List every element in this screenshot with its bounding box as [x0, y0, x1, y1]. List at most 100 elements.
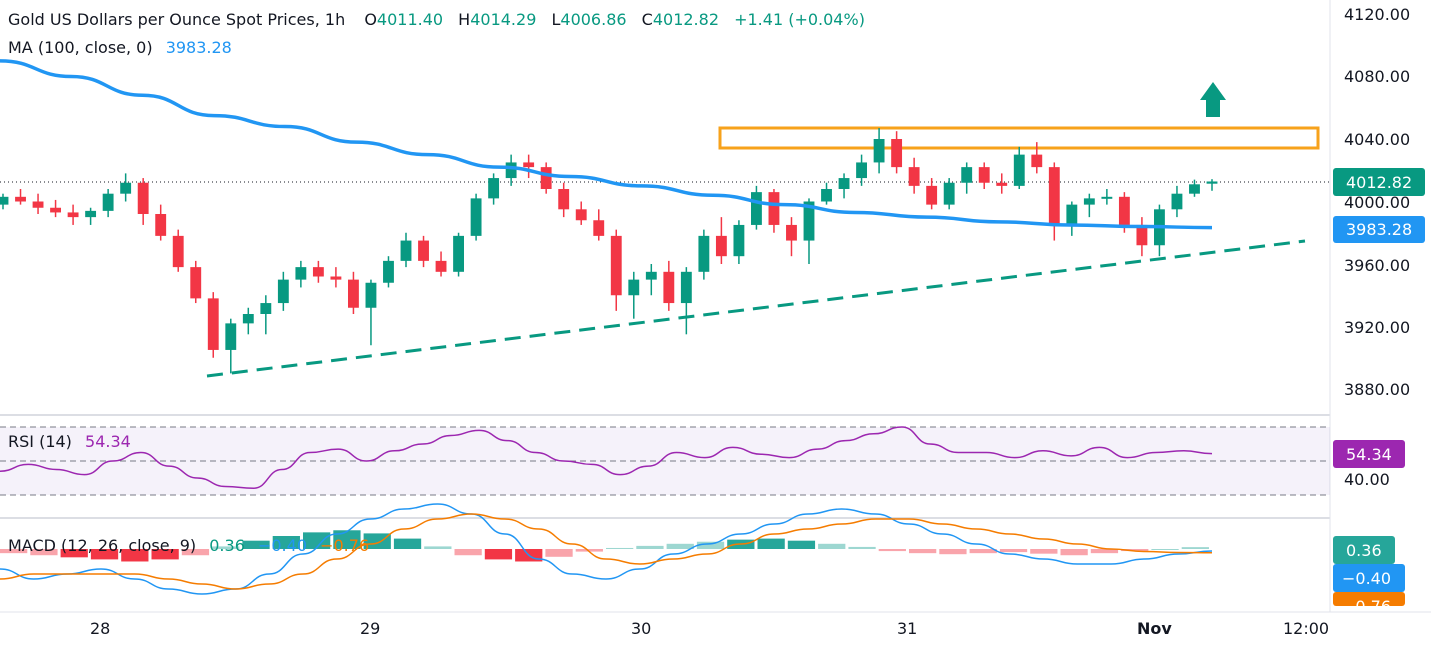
macd-legend-v3: −0.76 [320, 536, 370, 555]
close-label: C [641, 10, 653, 29]
macd-legend-v1: 0.36 [209, 536, 245, 555]
candle-body [1171, 193, 1183, 210]
macd-histogram-bar [393, 538, 422, 549]
candle-body [786, 224, 797, 241]
change-value: +1.41 (+0.04%) [734, 10, 865, 29]
macd-histogram-bar [1181, 547, 1209, 549]
x-tick-label: 12:00 [1283, 619, 1329, 638]
macd-line-badge-text: −0.40 [1342, 569, 1391, 588]
macd-histogram-bar [606, 547, 634, 549]
y-tick-label: 4040.00 [1344, 130, 1410, 149]
macd-histogram-bar [1030, 549, 1058, 554]
rsi-badge-text: 54.34 [1346, 445, 1392, 464]
candle-body [751, 192, 762, 225]
candle-body [943, 182, 955, 205]
candle-body [207, 298, 219, 350]
macd-legend[interactable]: MACD (12, 26, close, 9) 0.36 −0.40 −0.76 [8, 536, 369, 555]
candle-body [891, 139, 903, 168]
candle-body [768, 192, 780, 225]
macd-histogram-bar [696, 541, 725, 549]
candle-body [1066, 204, 1078, 225]
macd-histogram-bar [90, 549, 119, 560]
macd-histogram-bar [424, 546, 452, 549]
candle-body [225, 323, 237, 350]
macd-histogram-bar [666, 543, 694, 549]
candle-body [1101, 196, 1113, 199]
candle-body [348, 279, 359, 308]
candle-body [1118, 196, 1130, 225]
y-tick-label: 3880.00 [1344, 380, 1410, 399]
high-label: H [458, 10, 471, 29]
candle-body [593, 220, 605, 236]
candle-body [155, 214, 167, 236]
candle-body [50, 207, 61, 213]
candle-body [277, 279, 289, 304]
macd-histogram-bar [181, 549, 210, 556]
macd-histogram-bar [0, 549, 28, 554]
macd-histogram-bar [333, 530, 361, 549]
x-tick-label: 31 [897, 619, 917, 638]
macd-line-badge [1333, 564, 1405, 592]
close-value: 4012.82 [652, 10, 719, 29]
candle-body [856, 162, 867, 179]
candle-body [383, 260, 394, 283]
macd-histogram-bar [363, 533, 391, 549]
candle-body [453, 235, 464, 272]
rsi-tick-label: 40.00 [1344, 470, 1390, 489]
macd-histogram-bar [484, 549, 513, 560]
macd-histogram-bar [272, 536, 300, 549]
candle-body [312, 267, 324, 277]
macd-histogram-bar [303, 532, 331, 549]
macd-histogram-bar [909, 549, 937, 554]
resistance-zone[interactable] [718, 126, 1320, 150]
macd-histogram-bar [999, 549, 1028, 553]
candle-body [435, 260, 447, 272]
macd-histogram-bar [636, 545, 664, 549]
macd-histogram-bar [969, 549, 997, 554]
macd-signal-badge-text: −0.76 [1342, 597, 1391, 616]
signal-line [0, 513, 1213, 590]
open-value: 4011.40 [376, 10, 444, 29]
macd-hist-badge [1333, 536, 1395, 564]
macd-legend-v2: −0.40 [257, 536, 307, 555]
rsi-legend-label: RSI (14) [8, 432, 72, 451]
candle-body [120, 182, 132, 194]
candle-body [645, 271, 657, 280]
macd-signal-badge-clip: −0.76 [1342, 597, 1391, 616]
macd-histogram-bar [939, 549, 967, 555]
candle-body [680, 271, 692, 304]
rsi-legend[interactable]: RSI (14) 54.34 [8, 432, 131, 451]
x-tick-label: 29 [360, 619, 380, 638]
candle-body [926, 185, 938, 205]
candle-body [488, 178, 500, 199]
candle-body [733, 224, 745, 257]
ma-legend[interactable]: MA (100, close, 0) 3983.28 [8, 38, 232, 57]
x-tick-label: 28 [90, 619, 110, 638]
macd-hist-badge-text: 0.36 [1346, 541, 1382, 560]
main-legend[interactable]: Gold US Dollars per Ounce Spot Prices, 1… [8, 10, 865, 29]
candle-body [418, 240, 429, 261]
candle-body [558, 189, 570, 210]
candle-body [978, 167, 990, 183]
candle-body [628, 279, 640, 296]
rsi-line [0, 426, 1213, 489]
macd-histogram-bar [242, 540, 270, 549]
candle-body [400, 240, 412, 261]
candle-body [172, 235, 184, 268]
rsi-legend-value: 54.34 [85, 432, 131, 451]
candle-body [505, 162, 517, 179]
y-tick-label: 3960.00 [1344, 256, 1410, 275]
candle-body [260, 303, 272, 314]
low-value: 4006.86 [560, 10, 627, 29]
macd-histogram-bar [1090, 549, 1119, 554]
ascending-trendline[interactable] [206, 239, 1306, 378]
macd-histogram-bar [545, 549, 573, 557]
candle-body [1136, 224, 1148, 246]
macd-histogram-bar [787, 540, 816, 549]
candle-body [961, 167, 973, 183]
x-tick-label: 30 [631, 619, 651, 638]
ma-badge-text: 3983.28 [1346, 220, 1412, 239]
ma-legend-label: MA (100, close, 0) [8, 38, 153, 57]
candle-body [1206, 181, 1218, 184]
